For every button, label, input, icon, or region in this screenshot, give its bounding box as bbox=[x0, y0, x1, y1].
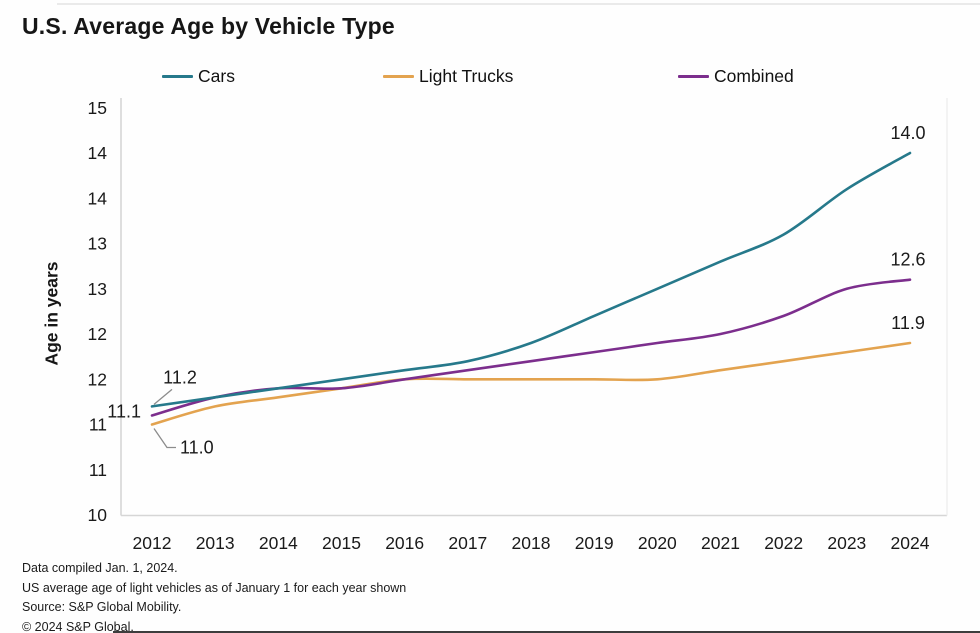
data-label-light-trucks-end: 11.9 bbox=[891, 313, 925, 333]
y-tick-label: 15 bbox=[88, 98, 107, 118]
top-divider bbox=[57, 3, 980, 5]
x-tick-label: 2018 bbox=[512, 533, 551, 553]
x-tick-label: 2023 bbox=[827, 533, 866, 553]
y-tick-label: 12 bbox=[88, 324, 107, 344]
x-tick-label: 2016 bbox=[385, 533, 424, 553]
y-tick-label: 11 bbox=[89, 415, 107, 435]
y-tick-label: 13 bbox=[88, 234, 107, 254]
legend-label-light-trucks: Light Trucks bbox=[419, 66, 514, 86]
x-tick-label: 2022 bbox=[764, 533, 803, 553]
y-tick-label: 10 bbox=[88, 505, 108, 525]
legend-label-cars: Cars bbox=[198, 66, 235, 86]
y-tick-label: 14 bbox=[88, 143, 108, 163]
legend-label-combined: Combined bbox=[714, 66, 794, 86]
x-tick-label: 2019 bbox=[575, 533, 614, 553]
legend: Cars Light Trucks Combined bbox=[0, 66, 980, 92]
data-label-combined-end: 12.6 bbox=[890, 250, 925, 270]
footnote-note: US average age of light vehicles as of J… bbox=[22, 580, 407, 595]
series-line-combined bbox=[150, 278, 912, 417]
legend-item-light-trucks: Light Trucks bbox=[383, 66, 513, 87]
legend-swatch-cars-icon bbox=[162, 75, 193, 78]
y-tick-label: 12 bbox=[88, 369, 107, 389]
y-tick-label: 13 bbox=[88, 279, 107, 299]
legend-swatch-light-trucks-icon bbox=[383, 75, 414, 78]
series-line-cars bbox=[150, 151, 912, 408]
leader-line-cars bbox=[153, 388, 173, 405]
data-label-light-trucks-start: 11.0 bbox=[180, 438, 214, 458]
y-tick-label: 11 bbox=[89, 460, 107, 480]
data-label-combined-start: 11.1 bbox=[107, 401, 141, 421]
x-tick-label: 2024 bbox=[891, 533, 930, 553]
footnote-source: Source: S&P Global Mobility. bbox=[22, 600, 182, 614]
leader-line-light-trucks bbox=[153, 428, 176, 449]
legend-item-cars: Cars bbox=[162, 66, 235, 87]
x-tick-label: 2017 bbox=[448, 533, 487, 553]
legend-item-combined: Combined bbox=[678, 66, 794, 87]
y-tick-label: 14 bbox=[88, 188, 108, 208]
x-tick-label: 2020 bbox=[638, 533, 677, 553]
footnote-compiled: Data compiled Jan. 1, 2024. bbox=[22, 561, 178, 575]
series-line-light-trucks bbox=[150, 341, 912, 426]
page-title: U.S. Average Age by Vehicle Type bbox=[22, 13, 395, 39]
legend-swatch-combined-icon bbox=[678, 75, 709, 78]
bottom-divider bbox=[113, 631, 980, 633]
footnote-copyright: © 2024 S&P Global. bbox=[22, 619, 134, 633]
x-tick-label: 2013 bbox=[196, 533, 235, 553]
x-tick-label: 2015 bbox=[322, 533, 361, 553]
data-label-cars-start: 11.2 bbox=[163, 367, 197, 387]
x-tick-label: 2021 bbox=[701, 533, 740, 553]
data-label-cars-end: 14.0 bbox=[890, 123, 925, 143]
x-tick-label: 2014 bbox=[259, 533, 298, 553]
x-tick-label: 2012 bbox=[133, 533, 172, 553]
footnotes: Data compiled Jan. 1, 2024. US average a… bbox=[22, 559, 406, 633]
